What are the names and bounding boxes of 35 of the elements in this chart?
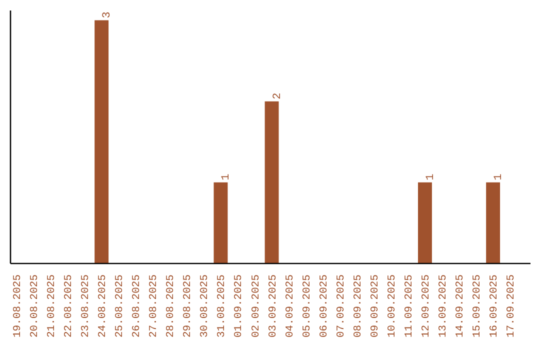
x-tick-label: 16.09.2025 bbox=[488, 274, 501, 338]
x-tick-label: 12.09.2025 bbox=[420, 274, 432, 338]
data-label: 2 bbox=[272, 92, 284, 100]
x-tick-label: 15.09.2025 bbox=[472, 274, 484, 338]
x-tick-label: 21.08.2025 bbox=[46, 274, 58, 338]
x-tick-label: 04.09.2025 bbox=[284, 274, 296, 338]
x-tick-label: 13.09.2025 bbox=[437, 274, 450, 338]
x-tick-label: 14.09.2025 bbox=[454, 274, 467, 338]
x-tick-label: 02.09.2025 bbox=[250, 274, 262, 338]
x-tick-label: 23.08.2025 bbox=[80, 274, 92, 338]
x-tick-label: 17.09.2025 bbox=[506, 274, 518, 338]
x-tick-label: 31.08.2025 bbox=[216, 274, 228, 338]
x-tick-label: 11.09.2025 bbox=[403, 274, 416, 338]
data-label: 3 bbox=[102, 12, 114, 18]
x-tick-label: 20.08.2025 bbox=[28, 274, 41, 338]
x-tick-label: 28.08.2025 bbox=[165, 274, 178, 338]
x-tick-label: 22.08.2025 bbox=[63, 274, 76, 338]
x-tick-label: 19.08.2025 bbox=[12, 274, 24, 338]
x-tick-label: 24.08.2025 bbox=[97, 274, 110, 338]
x-tick-label: 05.09.2025 bbox=[301, 274, 314, 338]
x-tick-label: 27.08.2025 bbox=[148, 274, 160, 338]
data-label: 1 bbox=[220, 173, 233, 180]
x-tick-label: 09.09.2025 bbox=[369, 274, 382, 338]
x-tick-label: 29.08.2025 bbox=[182, 274, 194, 338]
x-tick-label: 03.09.2025 bbox=[267, 274, 280, 338]
x-tick-label: 01.09.2025 bbox=[233, 274, 246, 338]
x-tick-label: 07.09.2025 bbox=[335, 274, 348, 338]
data-label: 1 bbox=[493, 173, 506, 180]
x-tick-label: 25.08.2025 bbox=[114, 274, 126, 338]
x-tick-label: 26.08.2025 bbox=[131, 274, 144, 338]
x-tick-label: 06.09.2025 bbox=[318, 274, 330, 338]
x-tick-label: 30.08.2025 bbox=[199, 274, 212, 338]
data-label: 1 bbox=[424, 173, 437, 180]
x-tick-label: 08.09.2025 bbox=[352, 274, 364, 338]
x-tick-label: 10.09.2025 bbox=[386, 274, 398, 338]
